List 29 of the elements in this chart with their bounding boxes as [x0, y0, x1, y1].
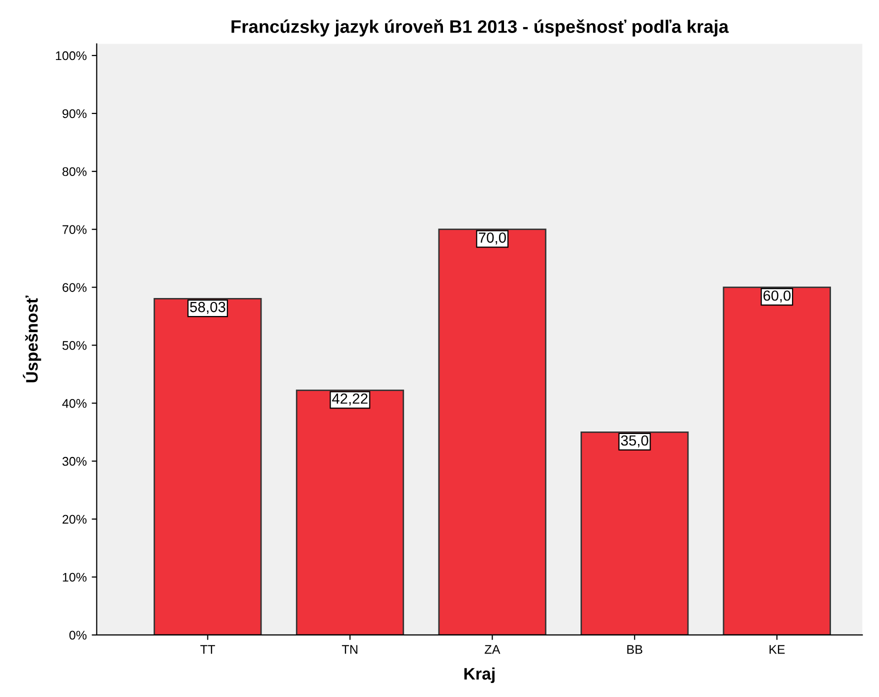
x-axis-title: Kraj [464, 667, 495, 683]
y-tick-label: 30% [62, 456, 87, 466]
y-tick-label: 10% [62, 572, 87, 582]
x-tick-label: ZA [484, 645, 500, 654]
bar [438, 228, 546, 635]
y-tick-label: 100% [56, 51, 87, 60]
chart-title: Francúzsky jazyk úroveň B1 2013 - úspešnosť podľa kraja [232, 19, 729, 37]
data-label: 42,22 [332, 393, 368, 406]
x-tick-label: TN [342, 645, 358, 654]
y-tick-label: 70% [62, 225, 87, 234]
data-label: 60,0 [763, 290, 791, 302]
y-tick-label: 40% [62, 398, 87, 408]
y-tick-label: 50% [62, 341, 87, 350]
y-tick-label: 90% [62, 109, 87, 118]
bar [580, 431, 689, 635]
y-tick-label: 60% [62, 283, 87, 292]
x-tick-label: BB [627, 645, 642, 654]
bar [296, 390, 404, 635]
x-tick-label: TT [200, 645, 216, 654]
y-tick-label: 0% [69, 630, 87, 640]
data-label: 58,03 [190, 302, 226, 314]
x-tick-label: KE [770, 645, 785, 654]
y-axis-title: Úspešnosť [22, 296, 42, 382]
y-tick-label: 20% [62, 514, 87, 524]
data-label: 70,0 [478, 232, 506, 245]
data-label: 35,0 [620, 435, 648, 448]
bar [722, 286, 831, 635]
y-tick-label: 80% [62, 167, 87, 176]
bar [154, 298, 262, 635]
